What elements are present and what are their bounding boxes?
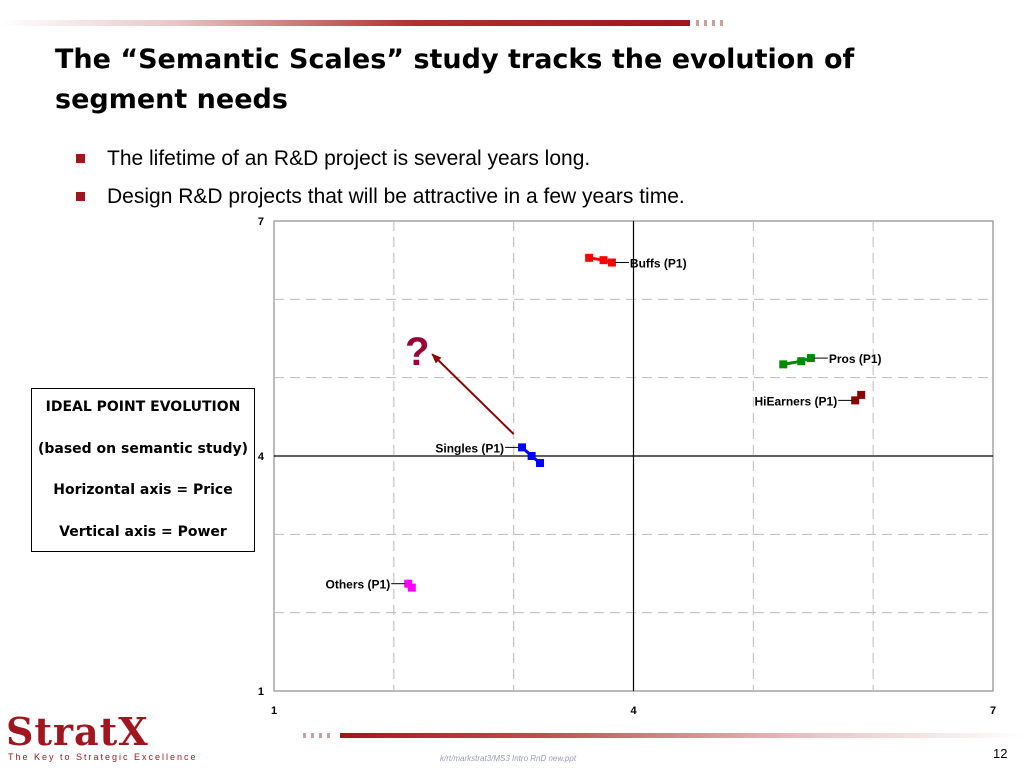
data-point (536, 459, 545, 468)
data-point (797, 357, 806, 366)
legend-line: Vertical axis = Power (59, 524, 227, 540)
data-point (851, 396, 860, 405)
y-tick-label: 7 (258, 216, 264, 228)
x-tick-label: 7 (990, 705, 996, 717)
series-label: HiEarners (P1) (754, 394, 837, 408)
y-tick-label: 4 (258, 451, 265, 463)
slide-title: The “Semantic Scales” study tracks the e… (55, 44, 855, 115)
bottom-accent-ticks (303, 733, 330, 738)
stratx-logo: StratX (6, 709, 149, 754)
data-point (806, 354, 815, 363)
logo-tagline: The Key to Strategic Excellence (8, 752, 198, 762)
top-accent-ticks (696, 20, 723, 26)
legend-line: Horizontal axis = Price (53, 482, 233, 498)
data-point (527, 452, 536, 460)
data-point (518, 443, 527, 452)
question-mark-annotation: ? (405, 330, 429, 374)
data-point (407, 583, 416, 592)
legend-line: IDEAL POINT EVOLUTION (45, 399, 241, 415)
data-point (585, 253, 594, 262)
bullet-text: The lifetime of an R&D project is severa… (107, 147, 591, 170)
bullet-item: The lifetime of an R&D project is severa… (76, 144, 685, 182)
data-point (599, 256, 608, 265)
footer-file-path: k/rt/markstrat3/MS3 Intro RnD new.ppt (440, 754, 577, 763)
x-tick-label: 1 (271, 705, 277, 717)
bottom-accent-bar (340, 733, 1024, 738)
series-label: Others (P1) (326, 578, 391, 592)
top-accent-bar (0, 20, 690, 26)
legend-box: IDEAL POINT EVOLUTION (based on semantic… (31, 388, 255, 552)
y-tick-label: 1 (258, 686, 264, 698)
bullet-list: The lifetime of an R&D project is severa… (76, 144, 685, 220)
data-point (607, 258, 616, 267)
data-point (779, 360, 788, 369)
series-label: Pros (P1) (829, 352, 882, 366)
series-label: Singles (P1) (435, 441, 504, 455)
bullet-item: Design R&D projects that will be attract… (76, 182, 685, 220)
trend-arrow (431, 353, 515, 435)
data-point (857, 390, 866, 399)
bullet-text: Design R&D projects that will be attract… (107, 185, 685, 208)
square-bullet-icon (76, 192, 85, 201)
legend-line: (based on semantic study) (37, 441, 249, 457)
x-tick-label: 4 (630, 705, 637, 717)
square-bullet-icon (76, 154, 85, 163)
page-number: 12 (993, 746, 1008, 761)
series-label: Buffs (P1) (630, 257, 687, 271)
